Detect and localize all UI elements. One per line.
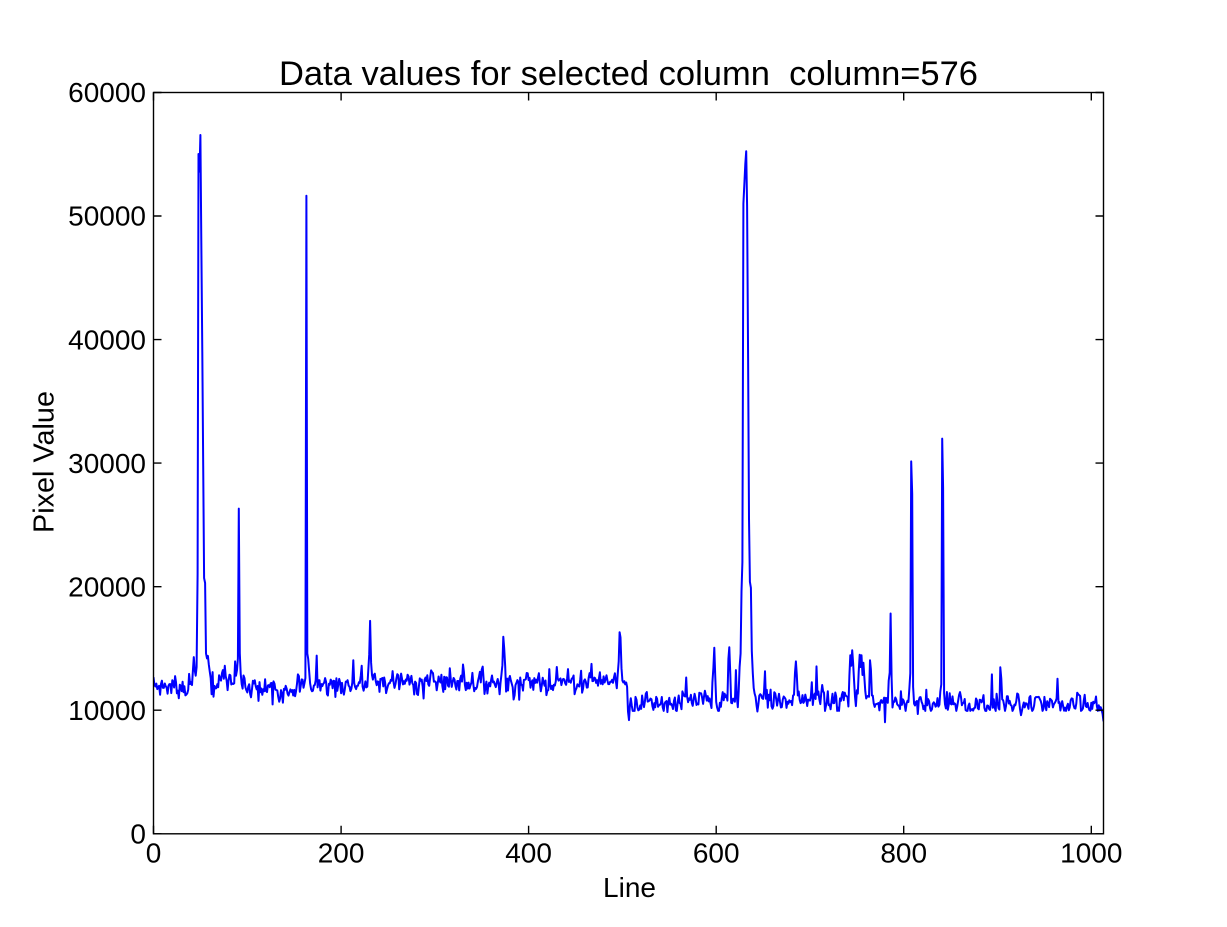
svg-text:10000: 10000 — [68, 695, 146, 726]
svg-text:50000: 50000 — [68, 201, 146, 232]
svg-text:30000: 30000 — [68, 448, 146, 479]
svg-text:400: 400 — [505, 838, 552, 869]
svg-text:0: 0 — [146, 838, 162, 869]
svg-text:800: 800 — [880, 838, 927, 869]
svg-text:600: 600 — [693, 838, 740, 869]
svg-text:200: 200 — [318, 838, 365, 869]
svg-text:Data values for selected colum: Data values for selected column column=5… — [279, 55, 978, 93]
svg-text:60000: 60000 — [68, 77, 146, 108]
svg-text:0: 0 — [130, 819, 146, 850]
svg-text:Line: Line — [603, 872, 656, 903]
svg-text:40000: 40000 — [68, 324, 146, 355]
svg-text:1000: 1000 — [1060, 838, 1122, 869]
svg-text:Pixel Value: Pixel Value — [29, 391, 61, 533]
svg-text:20000: 20000 — [68, 571, 146, 602]
